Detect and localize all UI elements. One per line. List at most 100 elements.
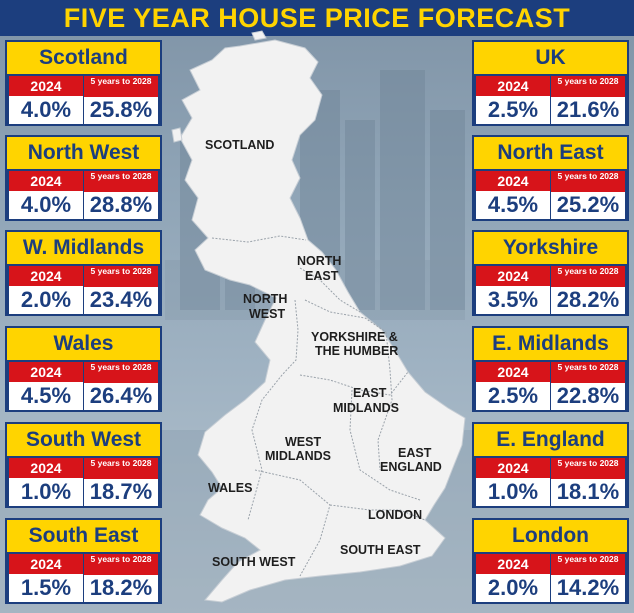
forecast-2024: 2024 2.0% (9, 266, 83, 314)
map-label-west-midlands-1: WEST (285, 435, 321, 449)
year-label: 2024 (9, 362, 83, 382)
map-label-south-west: SOUTH WEST (212, 555, 296, 569)
year-label: 2024 (476, 76, 550, 96)
region-card-north-west: North West 2024 4.0% 5 years to 2028 28.… (5, 135, 162, 221)
forecast-2024: 2024 4.5% (476, 171, 550, 219)
forecast-2024: 2024 3.5% (476, 266, 550, 314)
span-label: 5 years to 2028 (84, 362, 158, 383)
region-name: W. Midlands (7, 232, 160, 264)
region-name: North East (474, 137, 627, 169)
forecast-5-year: 5 years to 2028 25.8% (84, 76, 158, 124)
year-value: 2.0% (20, 287, 72, 312)
span-value: 23.4% (89, 287, 153, 312)
forecast-5-year: 5 years to 2028 18.2% (84, 554, 158, 602)
map-label-south-east: SOUTH EAST (340, 543, 421, 557)
map-label-east-england-1: EAST (398, 446, 432, 460)
region-card-uk: UK 2024 2.5% 5 years to 2028 21.6% (472, 40, 629, 126)
map-label-north-west-1: NORTH (243, 292, 287, 306)
year-label: 2024 (9, 458, 83, 478)
year-value: 4.5% (487, 192, 539, 217)
forecast-2024: 2024 1.0% (9, 458, 83, 506)
map-label-north-west-2: WEST (249, 307, 285, 321)
region-name: South East (7, 520, 160, 552)
region-name: Wales (7, 328, 160, 360)
year-value: 4.0% (20, 192, 72, 217)
forecast-5-year: 5 years to 2028 22.8% (551, 362, 625, 410)
map-label-yorkshire-2: THE HUMBER (315, 344, 398, 358)
span-value: 28.8% (89, 192, 153, 217)
year-value: 2.0% (487, 575, 539, 600)
forecast-5-year: 5 years to 2028 23.4% (84, 266, 158, 314)
forecast-5-year: 5 years to 2028 28.8% (84, 171, 158, 219)
span-value: 21.6% (556, 97, 620, 122)
year-value: 2.5% (487, 383, 539, 408)
year-value: 1.5% (20, 575, 72, 600)
map-label-east-midlands-2: MIDLANDS (333, 401, 399, 415)
map-label-north-east-1: NORTH (297, 254, 341, 268)
year-label: 2024 (9, 171, 83, 191)
forecast-5-year: 5 years to 2028 14.2% (551, 554, 625, 602)
span-label: 5 years to 2028 (84, 458, 158, 479)
forecast-5-year: 5 years to 2028 18.7% (84, 458, 158, 506)
span-label: 5 years to 2028 (551, 458, 625, 479)
map-label-east-england-2: ENGLAND (380, 460, 442, 474)
great-britain-outline (171, 30, 466, 603)
forecast-2024: 2024 2.5% (476, 76, 550, 124)
year-label: 2024 (9, 76, 83, 96)
region-card-london: London 2024 2.0% 5 years to 2028 14.2% (472, 518, 629, 604)
span-label: 5 years to 2028 (551, 171, 625, 192)
region-card-wales: Wales 2024 4.5% 5 years to 2028 26.4% (5, 326, 162, 412)
span-value: 18.7% (89, 479, 153, 504)
span-value: 14.2% (556, 575, 620, 600)
forecast-5-year: 5 years to 2028 25.2% (551, 171, 625, 219)
year-label: 2024 (476, 171, 550, 191)
year-label: 2024 (476, 266, 550, 286)
span-value: 25.2% (556, 192, 620, 217)
region-card-south-east: South East 2024 1.5% 5 years to 2028 18.… (5, 518, 162, 604)
region-name: E. Midlands (474, 328, 627, 360)
span-value: 22.8% (556, 383, 620, 408)
region-borders (211, 235, 426, 577)
map-label-scotland: SCOTLAND (205, 138, 274, 152)
year-label: 2024 (476, 362, 550, 382)
year-value: 1.0% (487, 479, 539, 504)
year-value: 4.0% (20, 97, 72, 122)
map-label-west-midlands-2: MIDLANDS (265, 449, 331, 463)
forecast-2024: 2024 2.5% (476, 362, 550, 410)
year-value: 2.5% (487, 97, 539, 122)
forecast-2024: 2024 1.5% (9, 554, 83, 602)
span-value: 18.2% (89, 575, 153, 600)
region-card-north-east: North East 2024 4.5% 5 years to 2028 25.… (472, 135, 629, 221)
map-label-london: LONDON (368, 508, 422, 522)
map-label-east-midlands-1: EAST (353, 386, 387, 400)
forecast-5-year: 5 years to 2028 21.6% (551, 76, 625, 124)
map-label-wales: WALES (208, 481, 252, 495)
region-name: UK (474, 42, 627, 74)
year-value: 4.5% (20, 383, 72, 408)
forecast-5-year: 5 years to 2028 28.2% (551, 266, 625, 314)
span-value: 25.8% (89, 97, 153, 122)
region-name: Scotland (7, 42, 160, 74)
region-card-east-england: E. England 2024 1.0% 5 years to 2028 18.… (472, 422, 629, 508)
span-label: 5 years to 2028 (84, 171, 158, 192)
region-name: E. England (474, 424, 627, 456)
region-name: London (474, 520, 627, 552)
year-label: 2024 (9, 554, 83, 574)
region-card-west-midlands: W. Midlands 2024 2.0% 5 years to 2028 23… (5, 230, 162, 316)
year-value: 1.0% (20, 479, 72, 504)
forecast-5-year: 5 years to 2028 26.4% (84, 362, 158, 410)
year-label: 2024 (9, 266, 83, 286)
region-name: Yorkshire (474, 232, 627, 264)
span-label: 5 years to 2028 (84, 76, 158, 97)
year-label: 2024 (476, 458, 550, 478)
span-value: 26.4% (89, 383, 153, 408)
forecast-2024: 2024 4.0% (9, 76, 83, 124)
year-label: 2024 (476, 554, 550, 574)
region-name: South West (7, 424, 160, 456)
forecast-2024: 2024 2.0% (476, 554, 550, 602)
span-label: 5 years to 2028 (551, 554, 625, 575)
span-value: 18.1% (556, 479, 620, 504)
region-card-scotland: Scotland 2024 4.0% 5 years to 2028 25.8% (5, 40, 162, 126)
